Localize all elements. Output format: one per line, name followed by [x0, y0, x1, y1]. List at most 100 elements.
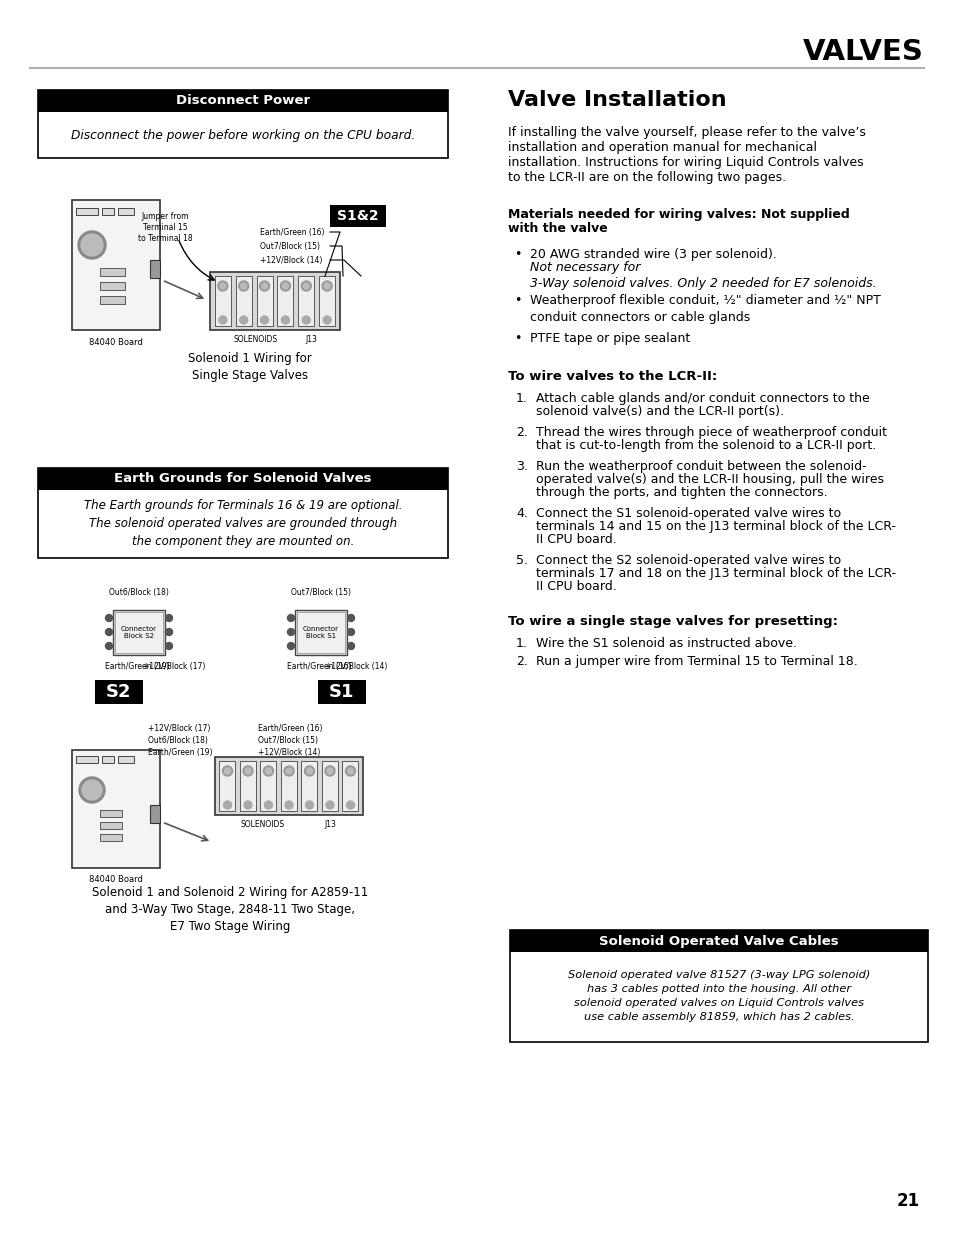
Circle shape — [165, 642, 172, 650]
Circle shape — [282, 283, 288, 289]
Text: Connector
Block S1: Connector Block S1 — [303, 626, 338, 640]
Bar — [298, 275, 314, 326]
Bar — [281, 761, 296, 811]
Bar — [277, 275, 294, 326]
Text: S2: S2 — [106, 683, 132, 701]
Circle shape — [263, 766, 274, 776]
Text: SOLENOIDS: SOLENOIDS — [240, 820, 284, 829]
Text: J13: J13 — [324, 820, 336, 829]
Text: Out6/Block (18): Out6/Block (18) — [109, 588, 169, 597]
Text: Out7/Block (15): Out7/Block (15) — [257, 736, 317, 745]
Text: 84040 Board: 84040 Board — [89, 338, 143, 347]
Text: Earth/Green (19): Earth/Green (19) — [105, 662, 170, 671]
Text: J13: J13 — [305, 335, 317, 345]
Circle shape — [306, 768, 313, 774]
Text: Connector
Block S2: Connector Block S2 — [121, 626, 157, 640]
Bar — [219, 761, 235, 811]
Text: 2.: 2. — [516, 655, 527, 668]
Bar — [100, 823, 122, 829]
Text: terminals 17 and 18 on the J13 terminal block of the LCR-: terminals 17 and 18 on the J13 terminal … — [536, 567, 895, 580]
Bar — [260, 761, 276, 811]
Text: 21: 21 — [896, 1192, 919, 1210]
Text: through the ports, and tighten the connectors.: through the ports, and tighten the conne… — [536, 487, 827, 499]
Bar — [294, 610, 347, 655]
Text: 1.: 1. — [516, 637, 527, 650]
Circle shape — [261, 283, 267, 289]
Circle shape — [327, 768, 333, 774]
Circle shape — [265, 768, 272, 774]
Bar — [100, 810, 122, 818]
Circle shape — [347, 629, 355, 636]
Text: VALVES: VALVES — [802, 38, 923, 65]
Bar — [112, 610, 165, 655]
Circle shape — [287, 615, 294, 621]
Circle shape — [224, 768, 231, 774]
Text: •: • — [514, 294, 521, 308]
Circle shape — [325, 766, 335, 776]
Text: Attach cable glands and/or conduit connectors to the: Attach cable glands and/or conduit conne… — [536, 391, 869, 405]
Bar — [38, 468, 448, 558]
Circle shape — [326, 802, 334, 809]
Text: terminals 14 and 15 on the J13 terminal block of the LCR-: terminals 14 and 15 on the J13 terminal … — [536, 520, 895, 534]
Text: Earth Grounds for Solenoid Valves: Earth Grounds for Solenoid Valves — [114, 473, 372, 485]
Text: +12V/Block (14): +12V/Block (14) — [260, 256, 322, 264]
Circle shape — [287, 629, 294, 636]
Text: operated valve(s) and the LCR-II housing, pull the wires: operated valve(s) and the LCR-II housing… — [536, 473, 883, 487]
Circle shape — [322, 282, 332, 291]
Text: Not necessary for
3-Way solenoid valves. Only 2 needed for E7 solenoids.: Not necessary for 3-Way solenoid valves.… — [530, 261, 876, 290]
Text: II CPU board.: II CPU board. — [536, 580, 616, 593]
Bar — [296, 613, 345, 653]
Circle shape — [285, 802, 293, 809]
Bar — [100, 268, 125, 275]
Bar — [214, 275, 231, 326]
Bar — [71, 750, 160, 868]
Text: +12V/Block (14): +12V/Block (14) — [257, 748, 320, 757]
Circle shape — [301, 282, 311, 291]
Circle shape — [78, 231, 106, 259]
Bar — [118, 756, 133, 763]
Text: +12V/Block (17): +12V/Block (17) — [143, 662, 205, 671]
Circle shape — [286, 768, 292, 774]
Circle shape — [284, 766, 294, 776]
Circle shape — [303, 283, 309, 289]
Bar — [76, 207, 98, 215]
Bar — [102, 756, 113, 763]
Bar — [38, 468, 448, 490]
Circle shape — [280, 282, 290, 291]
Circle shape — [244, 802, 252, 809]
Circle shape — [347, 642, 355, 650]
Bar — [115, 613, 163, 653]
Circle shape — [217, 282, 228, 291]
Text: 3.: 3. — [516, 459, 527, 473]
Circle shape — [243, 766, 253, 776]
Text: solenoid valve(s) and the LCR-II port(s).: solenoid valve(s) and the LCR-II port(s)… — [536, 405, 783, 417]
Circle shape — [347, 615, 355, 621]
Text: Earth/Green (16): Earth/Green (16) — [260, 227, 324, 236]
Text: 20 AWG stranded wire (3 per solenoid).: 20 AWG stranded wire (3 per solenoid). — [530, 248, 781, 261]
Bar — [319, 275, 335, 326]
Text: Out7/Block (15): Out7/Block (15) — [291, 588, 351, 597]
Circle shape — [82, 781, 102, 800]
Text: SOLENOIDS: SOLENOIDS — [233, 335, 277, 345]
Text: 1.: 1. — [516, 391, 527, 405]
Text: Earth/Green (16): Earth/Green (16) — [287, 662, 351, 671]
Text: Run the weatherproof conduit between the solenoid-: Run the weatherproof conduit between the… — [536, 459, 865, 473]
Circle shape — [304, 766, 314, 776]
Circle shape — [106, 629, 112, 636]
Circle shape — [346, 802, 355, 809]
Text: S1: S1 — [329, 683, 355, 701]
Bar — [38, 90, 448, 112]
Circle shape — [281, 316, 289, 324]
Text: If installing the valve yourself, please refer to the valve’s: If installing the valve yourself, please… — [507, 126, 865, 140]
Circle shape — [219, 283, 226, 289]
Circle shape — [240, 283, 247, 289]
Bar — [118, 207, 133, 215]
Bar — [100, 282, 125, 290]
Bar — [256, 275, 273, 326]
Text: to the LCR-II are on the following two pages.: to the LCR-II are on the following two p… — [507, 170, 785, 184]
Text: PTFE tape or pipe sealant: PTFE tape or pipe sealant — [530, 332, 690, 345]
Text: 84040 Board: 84040 Board — [89, 876, 143, 884]
Bar — [76, 756, 98, 763]
Circle shape — [245, 768, 251, 774]
Text: Materials needed for wiring valves: Not supplied: Materials needed for wiring valves: Not … — [507, 207, 849, 221]
